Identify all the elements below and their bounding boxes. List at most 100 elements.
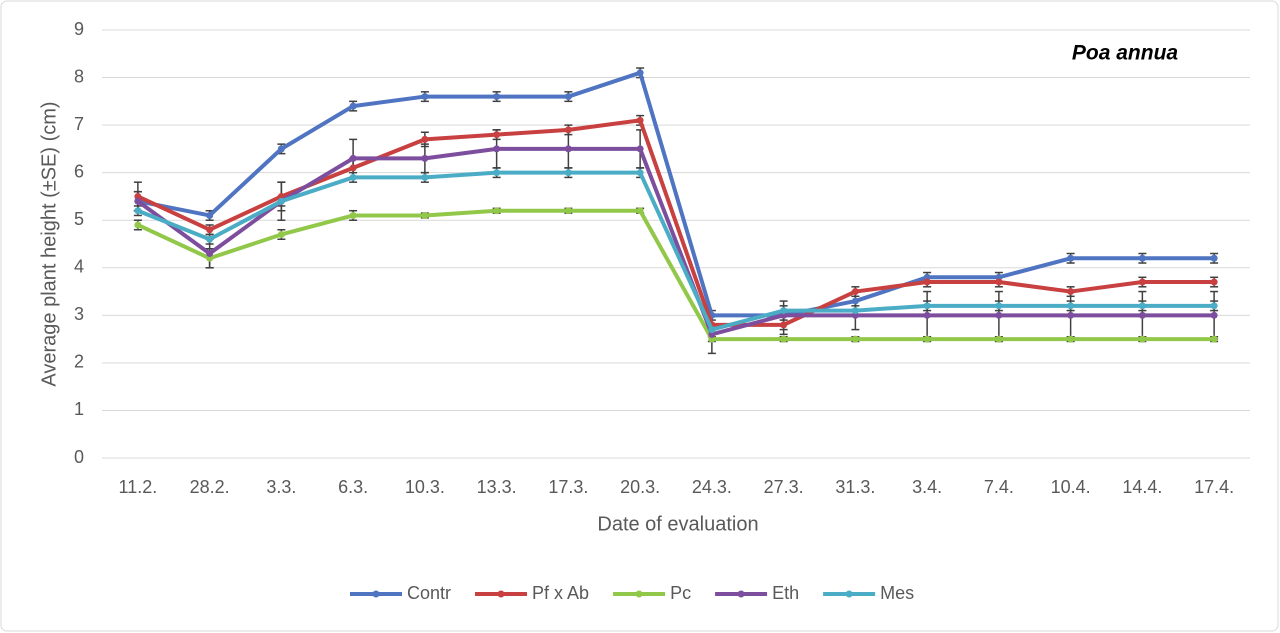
data-point	[851, 288, 859, 296]
x-tick-label: 17.4.	[1194, 477, 1234, 497]
data-point	[493, 131, 501, 139]
data-point	[1210, 335, 1218, 343]
data-point	[1067, 288, 1075, 296]
data-point	[349, 164, 357, 172]
y-tick-label: 4	[74, 257, 84, 277]
data-point	[564, 207, 572, 215]
data-point	[421, 135, 429, 143]
data-point	[277, 197, 285, 205]
x-tick-label: 27.3.	[764, 477, 804, 497]
data-point	[206, 235, 214, 243]
x-tick-label: 14.4.	[1122, 477, 1162, 497]
data-point	[1067, 302, 1075, 310]
data-point	[493, 93, 501, 101]
x-tick-label: 3.4.	[912, 477, 942, 497]
data-point	[636, 169, 644, 177]
data-point	[851, 335, 859, 343]
data-point	[923, 311, 931, 319]
data-point	[421, 154, 429, 162]
x-axis-label: Date of evaluation	[597, 513, 758, 535]
y-tick-label: 3	[74, 304, 84, 324]
series-line	[137, 170, 1215, 332]
data-point	[851, 297, 859, 305]
data-point	[1138, 302, 1146, 310]
data-point	[134, 197, 142, 205]
x-tick-label: 24.3.	[692, 477, 732, 497]
series-line	[136, 146, 1215, 337]
data-point	[995, 335, 1003, 343]
legend-marker	[635, 590, 643, 598]
data-point	[564, 169, 572, 177]
data-point	[349, 173, 357, 181]
data-point	[1138, 311, 1146, 319]
data-point	[636, 145, 644, 153]
data-point	[780, 307, 788, 315]
data-point	[1210, 302, 1218, 310]
data-point	[1210, 254, 1218, 262]
x-tick-label: 7.4.	[984, 477, 1014, 497]
legend-label: Contr	[407, 583, 451, 603]
x-tick-label: 28.2.	[190, 477, 230, 497]
data-point	[206, 211, 214, 219]
legend-marker	[737, 590, 745, 598]
data-point	[1210, 278, 1218, 286]
data-point	[134, 207, 142, 215]
x-tick-label: 11.2.	[119, 477, 158, 497]
data-point	[1210, 311, 1218, 319]
y-tick-label: 6	[74, 161, 84, 181]
x-tick-label: 20.3.	[620, 477, 660, 497]
data-point	[780, 335, 788, 343]
y-tick-label: 9	[74, 19, 84, 39]
x-tick-label: 10.4.	[1051, 477, 1091, 497]
legend-item: Eth	[715, 583, 799, 603]
legend-label: Mes	[880, 583, 914, 603]
legend-item: Contr	[350, 583, 451, 603]
data-point	[564, 126, 572, 134]
series-line	[137, 208, 1215, 342]
data-point	[995, 278, 1003, 286]
data-point	[349, 211, 357, 219]
data-point	[636, 116, 644, 124]
series-line	[137, 118, 1215, 327]
data-point	[421, 211, 429, 219]
data-point	[995, 302, 1003, 310]
data-point	[134, 221, 142, 229]
data-point	[923, 302, 931, 310]
legend-label: Pc	[670, 583, 691, 603]
x-tick-label: 31.3.	[835, 477, 875, 497]
legend-label: Eth	[772, 583, 799, 603]
legend-item: Pf x Ab	[475, 583, 589, 603]
legend-item: Pc	[613, 583, 691, 603]
data-point	[1138, 254, 1146, 262]
data-point	[493, 207, 501, 215]
x-tick-label: 6.3.	[338, 477, 368, 497]
y-axis-label: Average plant height (±SE) (cm)	[38, 101, 60, 386]
legend-label: Pf x Ab	[532, 583, 589, 603]
data-point	[636, 207, 644, 215]
y-tick-label: 0	[74, 447, 84, 467]
series-line	[137, 70, 1215, 318]
data-point	[421, 93, 429, 101]
legend-marker	[372, 590, 380, 598]
data-point	[493, 145, 501, 153]
data-point	[349, 154, 357, 162]
data-point	[1067, 311, 1075, 319]
data-point	[851, 307, 859, 315]
legend-item: Mes	[823, 583, 914, 603]
data-point	[780, 321, 788, 329]
data-point	[277, 230, 285, 238]
y-tick-label: 8	[74, 66, 84, 86]
y-tick-label: 2	[74, 352, 84, 372]
data-point	[493, 169, 501, 177]
y-tick-label: 1	[74, 399, 84, 419]
x-tick-label: 3.3.	[266, 477, 296, 497]
data-point	[1067, 335, 1075, 343]
data-point	[206, 226, 214, 234]
y-tick-label: 5	[74, 209, 84, 229]
data-point	[421, 173, 429, 181]
data-point	[636, 69, 644, 77]
data-point	[206, 250, 214, 258]
data-point	[923, 278, 931, 286]
legend-marker	[845, 590, 853, 598]
